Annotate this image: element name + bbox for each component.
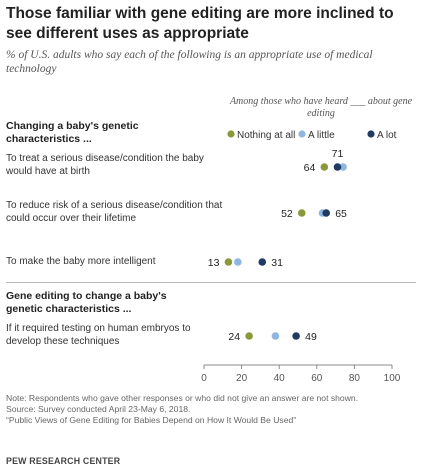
x-tick-label-4: 80 (349, 373, 361, 384)
data-label-nothing-row-1: 52 (281, 208, 293, 220)
data-label-alot-row-2: 31 (271, 257, 283, 269)
legend-marker-1 (298, 130, 306, 138)
row-label-more-intelligent: To make the baby more intelligent (6, 256, 156, 267)
data-label-alot-row-0: 71 (332, 148, 344, 160)
row-label-treat-disease: To treat a serious disease/condition the… (6, 153, 204, 177)
dot-1-row-2 (234, 258, 242, 266)
dot-0-row-1 (297, 209, 306, 217)
legend-label-2: A lot (377, 130, 397, 141)
dot-2-row-1 (322, 209, 331, 217)
section-divider (6, 282, 416, 283)
x-tick-label-5: 100 (384, 373, 401, 384)
legend-marker-2 (367, 130, 375, 138)
note-text: Note: Respondents who gave other respons… (6, 393, 359, 403)
report-title-text: “Public Views of Gene Editing for Babies… (6, 415, 297, 425)
chart-notes: Note: Respondents who gave other respons… (6, 393, 418, 426)
dot-1-row-3 (271, 332, 280, 340)
dot-2-row-0 (333, 163, 342, 171)
data-label-nothing-row-3: 24 (228, 331, 240, 343)
data-label-nothing-row-2: 13 (208, 257, 220, 269)
legend-label-1: A little (308, 130, 335, 141)
section-heading-changing-genetic-characteristics: Changing a baby's genetic characteristic… (6, 120, 139, 145)
dot-2-row-3 (292, 332, 300, 340)
data-label-nothing-row-0: 64 (304, 162, 316, 174)
source-text: Source: Survey conducted April 23-May 6,… (6, 404, 191, 414)
section-heading-gene-editing: Gene editing to change a baby's genetic … (6, 290, 167, 315)
row-label-reduce-risk: To reduce risk of a serious disease/cond… (6, 200, 223, 224)
data-label-alot-row-3: 49 (305, 331, 317, 343)
legend-heading: Among those who have heard ___ about gen… (229, 96, 413, 119)
chart-subtitle: % of U.S. adults who say each of the fol… (6, 49, 373, 75)
legend-label-0: Nothing at all (237, 130, 295, 141)
x-tick-label-1: 20 (236, 373, 248, 384)
dot-0-row-3 (245, 332, 253, 340)
data-label-alot-row-1: 65 (335, 208, 347, 220)
row-label-human-embryos: If it required testing on human embryos … (6, 323, 191, 347)
x-tick-label-0: 0 (201, 373, 207, 384)
dot-0-row-2 (224, 258, 233, 266)
x-tick-label-3: 60 (311, 373, 323, 384)
legend-marker-0 (227, 130, 235, 138)
dot-2-row-2 (258, 258, 267, 266)
source-organization: PEW RESEARCH CENTER (6, 456, 121, 466)
dot-1-row-0 (339, 163, 347, 171)
chart-title: Those familiar with gene editing are mor… (6, 5, 394, 42)
x-tick-label-2: 40 (274, 373, 286, 384)
dot-0-row-0 (320, 163, 329, 171)
